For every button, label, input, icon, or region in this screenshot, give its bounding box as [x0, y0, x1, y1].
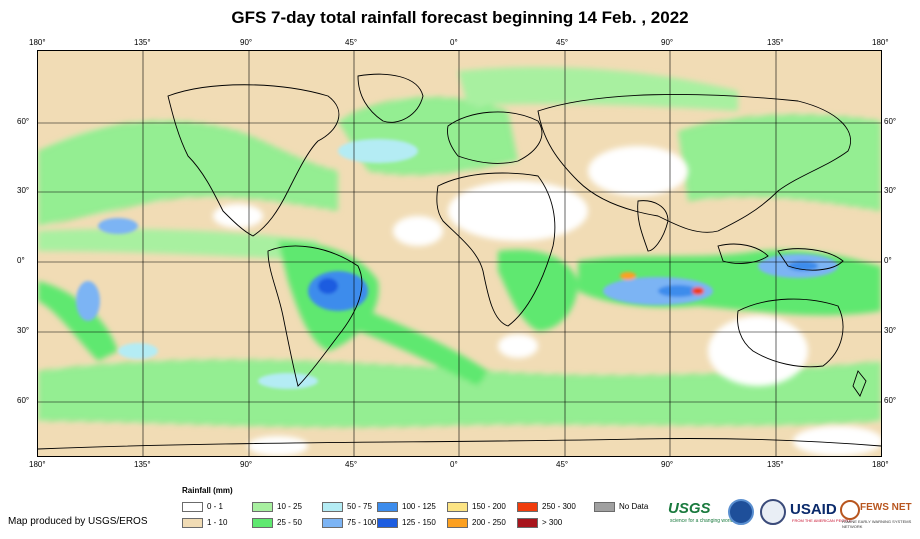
legend-label: 200 - 250 — [472, 518, 506, 527]
legend-swatch — [447, 517, 468, 528]
legend-swatch — [377, 517, 398, 528]
longitude-tick-label: 135° — [767, 38, 784, 47]
legend-swatch — [182, 501, 203, 512]
latitude-tick-label: 30° — [17, 186, 30, 195]
legend-label: 1 - 10 — [207, 518, 228, 527]
latitude-tick-label: 30° — [884, 326, 897, 335]
rainfall-legend: 0 - 1 1 - 10 10 - 25 25 - 50 50 - 75 75 - 100… — [182, 501, 672, 531]
agency-logos: USGS science for a changing world USAID … — [668, 496, 918, 532]
legend-item: 100 - 125 — [377, 501, 436, 512]
legend-label: 10 - 25 — [277, 502, 302, 511]
legend-label: 150 - 200 — [472, 502, 506, 511]
legend-item: 1 - 10 — [182, 517, 227, 528]
legend-swatch — [594, 501, 615, 512]
latitude-tick-label: 0° — [884, 256, 892, 265]
map-title: GFS 7-day total rainfall forecast beginn… — [231, 8, 689, 27]
fews-net-tagline: FAMINE EARLY WARNING SYSTEMS NETWORK — [842, 519, 912, 529]
usgs-tagline: science for a changing world — [670, 518, 734, 524]
longitude-tick-label: 90° — [240, 460, 253, 469]
credit-text: Map produced by USGS/EROS — [8, 516, 148, 527]
legend-swatch — [182, 517, 203, 528]
usaid-logo: USAID — [790, 501, 837, 518]
noaa-logo-icon — [728, 499, 754, 525]
legend-item: 125 - 150 — [377, 517, 436, 528]
latitude-tick-label: 60° — [17, 396, 30, 405]
fews-net-logo: FEWS NET — [860, 502, 912, 513]
legend-label: 250 - 300 — [542, 502, 576, 511]
longitude-tick-label: 45° — [556, 460, 569, 469]
graticule — [38, 51, 881, 456]
longitude-tick-label: 0° — [450, 460, 458, 469]
legend-swatch — [517, 501, 538, 512]
fews-net-logo-icon — [840, 500, 860, 520]
longitude-tick-label: 90° — [661, 38, 674, 47]
latitude-tick-label: 30° — [884, 186, 897, 195]
latitude-tick-label: 60° — [884, 117, 897, 126]
latitude-tick-label: 60° — [884, 396, 897, 405]
longitude-tick-label: 180° — [29, 460, 46, 469]
longitude-tick-label: 135° — [767, 460, 784, 469]
legend-label: 125 - 150 — [402, 518, 436, 527]
longitude-tick-label: 45° — [345, 38, 358, 47]
legend-label: > 300 — [542, 518, 563, 527]
usgs-logo: USGS — [668, 500, 711, 517]
longitude-tick-label: 45° — [556, 38, 569, 47]
rainfall-map-canvas — [38, 51, 881, 456]
usaid-tagline: FROM THE AMERICAN PEOPLE — [792, 518, 852, 523]
latitude-tick-label: 60° — [17, 117, 30, 126]
legend-item: 150 - 200 — [447, 501, 506, 512]
legend-swatch — [517, 517, 538, 528]
legend-swatch — [252, 501, 273, 512]
legend-label: 75 - 100 — [347, 518, 377, 527]
legend-item: 10 - 25 — [252, 501, 302, 512]
legend-swatch — [252, 517, 273, 528]
longitude-tick-label: 0° — [450, 38, 458, 47]
longitude-tick-label: 180° — [872, 38, 889, 47]
longitude-tick-label: 45° — [345, 460, 358, 469]
longitude-tick-label: 180° — [872, 460, 889, 469]
dry-regions — [213, 146, 881, 456]
heavy-rainfall — [76, 139, 838, 389]
legend-swatch — [322, 501, 343, 512]
latitude-tick-label: 30° — [17, 326, 30, 335]
legend-label: 0 - 1 — [207, 502, 224, 511]
latitude-tick-label: 0° — [17, 256, 25, 265]
rainfall-map — [37, 50, 882, 457]
longitude-tick-label: 180° — [29, 38, 46, 47]
legend-item: 50 - 75 — [322, 501, 372, 512]
legend-label: 100 - 125 — [402, 502, 436, 511]
legend-item: No Data — [594, 501, 648, 512]
coastlines — [38, 73, 881, 450]
legend-label: 50 - 75 — [347, 502, 372, 511]
seal-icon — [760, 499, 786, 525]
legend-item: 200 - 250 — [447, 517, 506, 528]
longitude-tick-label: 135° — [134, 460, 151, 469]
legend-swatch — [377, 501, 398, 512]
legend-label: No Data — [619, 502, 649, 511]
longitude-tick-label: 90° — [661, 460, 674, 469]
legend-item: > 300 — [517, 517, 562, 528]
legend-item: 75 - 100 — [322, 517, 376, 528]
longitude-tick-label: 135° — [134, 38, 151, 47]
longitude-tick-label: 90° — [240, 38, 253, 47]
legend-item: 250 - 300 — [517, 501, 576, 512]
legend-title: Rainfall (mm) — [182, 486, 233, 495]
legend-swatch — [447, 501, 468, 512]
legend-item: 0 - 1 — [182, 501, 223, 512]
legend-label: 25 - 50 — [277, 518, 302, 527]
legend-item: 25 - 50 — [252, 517, 302, 528]
legend-swatch — [322, 517, 343, 528]
